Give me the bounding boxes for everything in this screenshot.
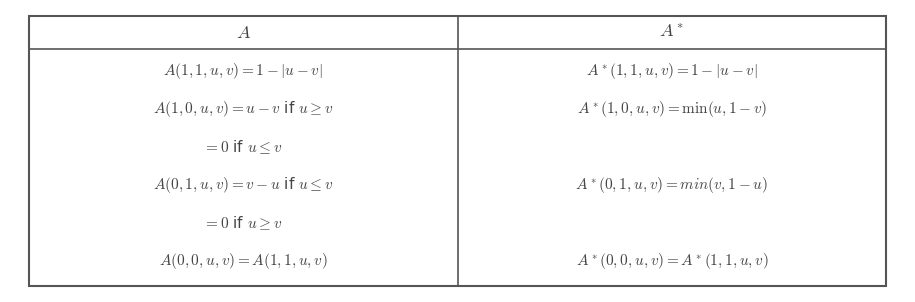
Text: $A(0,1,u,v) = v - u$ if $u \leq v$: $A(0,1,u,v) = v - u$ if $u \leq v$ — [153, 175, 333, 195]
Text: $A^*(0,0,u,v) = A^*(1,1,u,v)$: $A^*(0,0,u,v) = A^*(1,1,u,v)$ — [576, 251, 769, 271]
Text: $A(1,0,u,v) = u - v$ if $u \geq v$: $A(1,0,u,v) = u - v$ if $u \geq v$ — [153, 99, 333, 119]
Text: $A^*$: $A^*$ — [660, 24, 684, 42]
Text: $A^*(0,1,u,v) = min(v, 1-u)$: $A^*(0,1,u,v) = min(v, 1-u)$ — [576, 175, 769, 195]
Text: $= 0$ if $u \leq v$: $= 0$ if $u \leq v$ — [203, 138, 283, 156]
Text: $A(1,1,u,v) = 1 - |u - v|$: $A(1,1,u,v) = 1 - |u - v|$ — [163, 61, 323, 81]
FancyBboxPatch shape — [28, 16, 887, 286]
Text: $A(0,0,u,v) = A(1,1,u,v)$: $A(0,0,u,v) = A(1,1,u,v)$ — [159, 251, 328, 271]
Text: $A^*(1,0,u,v) = \min(u, 1-v)$: $A^*(1,0,u,v) = \min(u, 1-v)$ — [576, 99, 767, 119]
Text: $A$: $A$ — [235, 24, 251, 42]
Text: $= 0$ if $u \geq v$: $= 0$ if $u \geq v$ — [203, 214, 283, 232]
Text: $A^*(1,1,u,v) = 1 - |u - v|$: $A^*(1,1,u,v) = 1 - |u - v|$ — [587, 61, 758, 81]
